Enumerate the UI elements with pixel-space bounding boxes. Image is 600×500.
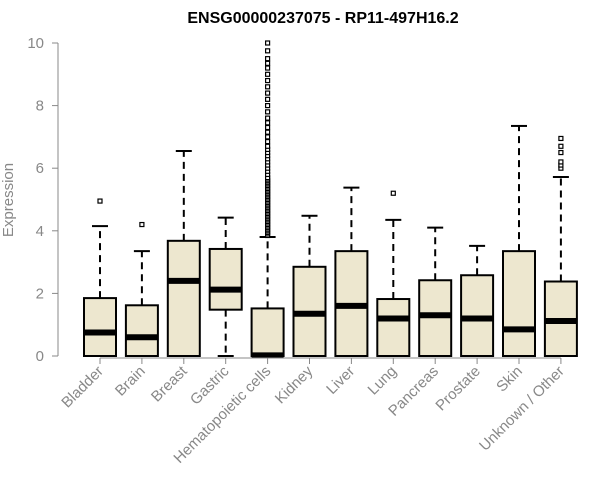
outlier-point	[265, 102, 271, 109]
outlier-point	[265, 115, 271, 121]
x-tick-label: Kidney	[272, 362, 317, 407]
box-group	[166, 149, 201, 357]
outlier-point	[265, 65, 271, 71]
outlier-point	[265, 120, 271, 126]
outlier-point	[265, 96, 271, 102]
box-group	[83, 198, 117, 357]
outlier-point	[558, 159, 564, 165]
outlier-point	[265, 60, 271, 66]
outlier-point	[265, 71, 271, 77]
outlier-point	[558, 149, 564, 156]
box-series	[83, 40, 578, 359]
box-group	[124, 221, 159, 358]
box-iqr	[208, 247, 243, 311]
outlier-point	[265, 84, 271, 90]
y-tick-label: 6	[36, 160, 44, 177]
x-tick-label: Lung	[365, 363, 401, 399]
x-tick-label: Liver	[323, 363, 358, 398]
box-iqr	[502, 250, 536, 358]
outlier-point	[390, 190, 396, 196]
outlier-point	[558, 143, 564, 149]
box-group	[292, 214, 327, 358]
box-iqr	[124, 304, 159, 358]
box-group	[418, 226, 453, 357]
y-tick-label: 4	[36, 223, 44, 240]
x-tick-label: Prostate	[432, 363, 484, 415]
y-tick-label: 0	[36, 348, 44, 365]
outlier-point	[265, 90, 271, 96]
chart-title: ENSG00000237075 - RP11-497H16.2	[187, 10, 458, 27]
y-axis: 0 2 4 6 8 10	[27, 35, 59, 365]
box-group	[502, 124, 536, 358]
outlier-point	[97, 198, 103, 204]
x-tick-label: Brain	[112, 363, 149, 400]
box-iqr	[83, 297, 117, 357]
box-iqr	[250, 307, 285, 358]
box-iqr	[166, 239, 201, 357]
y-tick-label: 10	[27, 35, 44, 52]
y-tick-label: 2	[36, 285, 44, 302]
outlier-point	[265, 56, 271, 62]
box-group	[334, 186, 369, 358]
outlier-point	[265, 124, 271, 131]
outlier-point	[139, 221, 145, 228]
y-axis-label: Expression	[0, 163, 17, 237]
box-iqr	[376, 298, 411, 357]
outlier-point	[265, 138, 271, 145]
outlier-point	[265, 40, 271, 46]
x-tick-label: Skin	[493, 363, 526, 396]
y-tick-label: 8	[36, 98, 44, 115]
outlier-point	[558, 135, 564, 142]
x-tick-label: Bladder	[58, 363, 107, 412]
outlier-point	[265, 77, 271, 84]
box-group	[250, 40, 285, 359]
box-group	[543, 135, 578, 358]
box-group	[460, 244, 495, 357]
x-tick-label: Breast	[148, 362, 191, 405]
outlier-point	[265, 134, 271, 140]
box-group	[376, 190, 411, 357]
box-group	[208, 216, 243, 357]
outlier-point	[265, 109, 271, 115]
outlier-point	[265, 129, 271, 135]
outlier-point	[265, 48, 271, 54]
outlier-point	[265, 143, 271, 149]
